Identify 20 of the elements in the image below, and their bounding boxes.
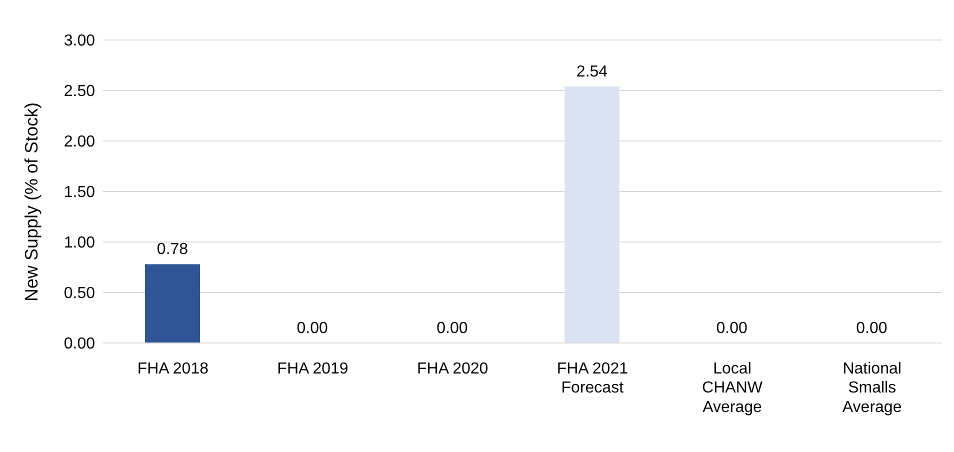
y-tick-label: 0.00 — [64, 336, 96, 353]
data-label: 0.00 — [856, 320, 888, 337]
data-label: 0.78 — [156, 241, 188, 258]
y-tick-label: 2.50 — [64, 83, 96, 100]
x-tick-label: FHA 2019 — [277, 360, 348, 378]
x-tick-label: FHA 2021 Forecast — [556, 360, 628, 397]
data-label: 0.00 — [716, 320, 748, 337]
x-tick-label: Local CHANW Average — [702, 360, 764, 416]
y-tick-label: 1.00 — [64, 234, 96, 252]
y-axis-title: New Supply (% of Stock) — [21, 102, 42, 302]
y-tick-label: 2.00 — [64, 134, 96, 151]
x-tick-label: FHA 2018 — [137, 360, 209, 378]
data-label: 0.00 — [436, 320, 468, 337]
y-tick-label: 3.00 — [64, 32, 96, 50]
data-label: 0.00 — [296, 320, 328, 337]
y-tick-label: 1.50 — [64, 184, 96, 202]
x-tick-label: FHA 2020 — [417, 360, 488, 378]
y-tick-label: 0.50 — [64, 285, 96, 302]
data-label: 2.54 — [576, 63, 608, 80]
x-tick-label: National Smalls Average — [842, 360, 902, 416]
